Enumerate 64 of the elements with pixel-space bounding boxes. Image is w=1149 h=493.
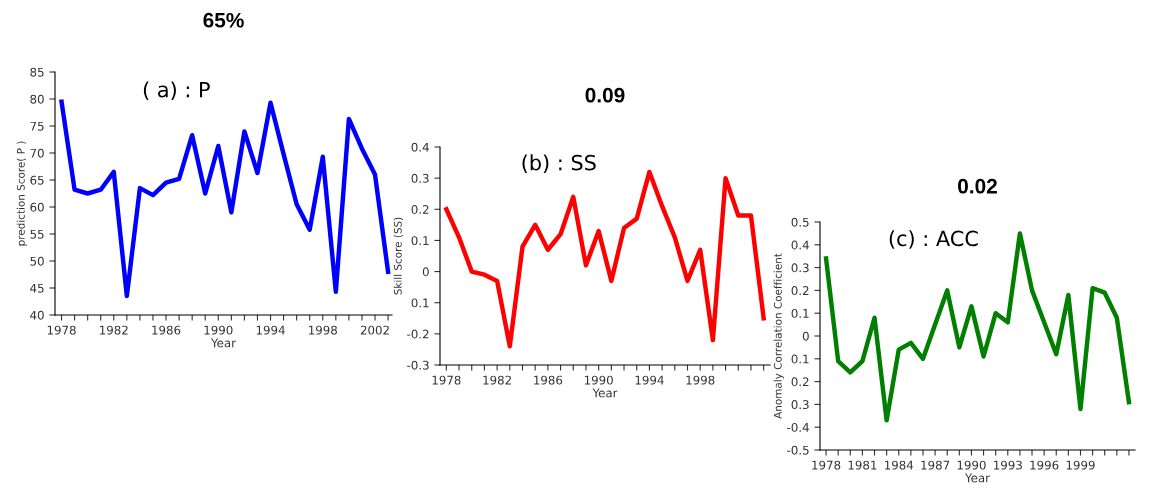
annotation: ( a) : P	[143, 81, 210, 100]
y-tick-label: 0.1	[411, 236, 429, 246]
y-tick-label: 75	[30, 121, 44, 131]
y-tick-label: 0.3	[791, 400, 809, 410]
y-tick-label: -0.2	[407, 329, 429, 339]
x-tick-label: 1998	[309, 325, 337, 335]
y-tick-label: 0.2	[791, 377, 809, 387]
x-axis-title: Year	[964, 473, 990, 483]
x-tick-label: 1994	[635, 375, 664, 385]
y-tick-label: 85	[30, 67, 44, 77]
y-tick-label: 60	[30, 202, 44, 212]
line-series	[823, 231, 1132, 423]
y-tick-label: 0.5	[791, 217, 809, 227]
x-tick-label: 1978	[432, 375, 461, 385]
x-tick-label: 1996	[1030, 460, 1059, 470]
y-tick-label: 0.4	[411, 142, 429, 152]
x-tick-label: 2002	[360, 325, 389, 335]
x-tick-label: 1986	[534, 375, 563, 385]
y-tick-label: -0.3	[407, 360, 429, 370]
annotation: (c) : ACC	[889, 230, 978, 249]
y-tick-label: 45	[30, 283, 44, 293]
x-tick-label: 1982	[483, 375, 511, 385]
line-series	[59, 99, 391, 299]
y-tick-label: 0.3	[411, 173, 429, 183]
y-tick-label: 0.2	[411, 205, 429, 214]
x-tick-label: 1982	[100, 325, 128, 335]
x-axis-title: Year	[210, 338, 236, 348]
x-axis-title: Year	[592, 388, 618, 398]
y-axis-title: Anomaly Correlation Coefficient	[773, 253, 784, 419]
x-tick-label: 1998	[686, 375, 715, 385]
y-tick-label: 50	[30, 256, 44, 266]
y-tick-label: 0.4	[791, 240, 809, 250]
y-tick-label: 80	[30, 94, 44, 104]
y-tick-label: -0.4	[787, 422, 809, 432]
y-axis-title: Skill Score (SS)	[393, 217, 403, 295]
y-tick-label: 55	[30, 229, 44, 239]
x-tick-label: 1990	[584, 375, 613, 385]
y-tick-label: 70	[30, 148, 44, 158]
y-tick-label: 0	[802, 331, 809, 341]
x-tick-label: 1978	[47, 325, 76, 335]
x-tick-label: 1990	[204, 325, 233, 335]
x-tick-label: 1987	[921, 460, 950, 470]
chart-title: 65%	[203, 12, 244, 28]
x-tick-label: 1999	[1066, 460, 1095, 470]
chart-title: 0.09	[585, 87, 625, 103]
chart-title: 0.02	[958, 178, 997, 194]
y-tick-label: 65	[30, 175, 44, 185]
x-tick-label: 1978	[812, 460, 841, 470]
x-tick-label: 1984	[885, 460, 914, 470]
y-tick-label: 0.1	[791, 308, 809, 318]
y-tick-label: 0.2	[791, 286, 809, 296]
annotation: (b) : SS	[522, 154, 596, 173]
y-tick-label: 0.1	[791, 354, 809, 364]
y-axis-title: prediction Score( P )	[16, 141, 27, 246]
x-tick-label: 1981	[848, 460, 877, 470]
y-tick-label: 0.1	[411, 298, 429, 308]
x-tick-label: 1986	[152, 325, 181, 335]
y-tick-label: 40	[30, 310, 44, 320]
y-tick-label: 0.3	[791, 263, 809, 273]
x-tick-label: 1993	[994, 460, 1022, 470]
x-tick-label: 1990	[957, 460, 986, 470]
y-tick-label: -0.5	[787, 445, 809, 455]
x-tick-label: 1994	[256, 325, 285, 335]
y-tick-label: 0	[422, 267, 429, 277]
